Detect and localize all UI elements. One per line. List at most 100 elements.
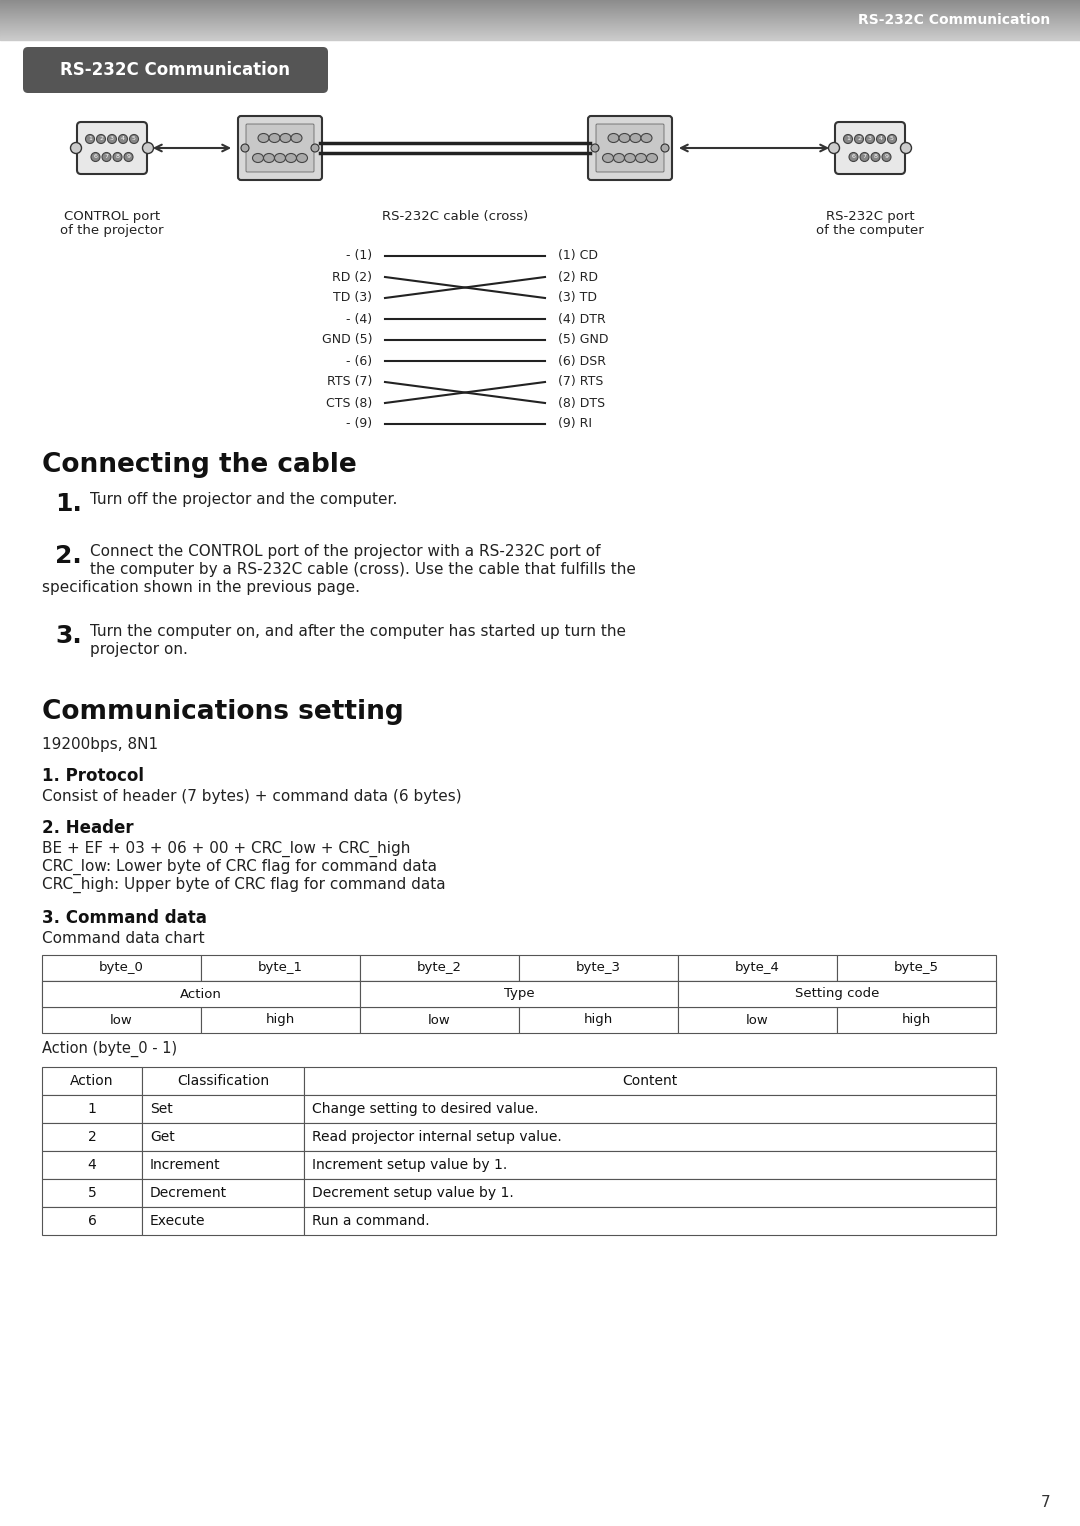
Ellipse shape [297,154,308,162]
Circle shape [882,153,891,162]
Bar [837,981,996,1007]
Text: Turn the computer on, and after the computer has started up turn the: Turn the computer on, and after the comp… [90,624,626,639]
FancyBboxPatch shape [246,124,314,172]
Text: Turn off the projector and the computer.: Turn off the projector and the computer. [90,491,397,507]
Text: byte_1: byte_1 [258,961,303,975]
Text: (2) RD: (2) RD [558,270,598,284]
Circle shape [888,134,896,143]
Text: RS-232C port: RS-232C port [826,211,915,223]
Text: of the projector: of the projector [60,224,164,237]
Ellipse shape [274,154,285,162]
Text: the computer by a RS-232C cable (cross). Use the cable that fulfills the: the computer by a RS-232C cable (cross).… [90,562,636,577]
Ellipse shape [285,154,297,162]
Text: (7) RTS: (7) RTS [558,375,604,389]
Circle shape [591,143,599,153]
Text: RS-232C Communication: RS-232C Communication [60,61,291,79]
Text: 5: 5 [132,136,136,142]
Text: Command data chart: Command data chart [42,931,204,946]
Text: (4) DTR: (4) DTR [558,313,606,325]
Circle shape [124,153,133,162]
Text: high: high [266,1013,295,1027]
Text: 1: 1 [846,136,850,142]
Bar [360,955,519,981]
Bar [42,981,360,1007]
Bar [303,1096,996,1123]
Text: 1: 1 [87,1102,96,1116]
Ellipse shape [269,133,280,142]
Ellipse shape [608,133,619,142]
Text: 7: 7 [105,154,108,160]
Text: 4: 4 [87,1158,96,1172]
FancyBboxPatch shape [596,124,664,172]
Text: high: high [902,1013,931,1027]
Text: Connect the CONTROL port of the projector with a RS-232C port of: Connect the CONTROL port of the projecto… [90,543,600,559]
Bar [360,981,519,1007]
FancyBboxPatch shape [23,47,328,93]
Ellipse shape [619,133,630,142]
Text: byte_3: byte_3 [576,961,621,975]
Ellipse shape [253,154,264,162]
Circle shape [108,134,117,143]
Text: Decrement: Decrement [150,1186,227,1199]
Text: 4: 4 [121,136,125,142]
Ellipse shape [630,133,642,142]
Text: - (4): - (4) [346,313,372,325]
Text: Run a command.: Run a command. [312,1215,430,1228]
Text: Classification: Classification [177,1074,269,1088]
Bar [141,1207,303,1235]
Bar [678,981,837,1007]
Circle shape [877,134,886,143]
Bar [201,955,360,981]
Text: Read projector internal setup value.: Read projector internal setup value. [312,1129,562,1144]
Text: 2.: 2. [55,543,82,568]
Text: Communications setting: Communications setting [42,699,404,725]
Ellipse shape [603,154,613,162]
Text: 5: 5 [890,136,894,142]
Circle shape [143,142,153,154]
Bar [141,1180,303,1207]
Text: Connecting the cable: Connecting the cable [42,452,356,478]
Text: - (1): - (1) [346,249,372,262]
Bar [42,955,201,981]
Circle shape [865,134,875,143]
Text: byte_4: byte_4 [735,961,780,975]
Text: 6: 6 [94,154,97,160]
Bar [42,1067,141,1096]
Bar [360,981,678,1007]
Circle shape [901,142,912,154]
Bar [519,981,678,1007]
Text: low: low [746,1013,769,1027]
Circle shape [113,153,122,162]
Text: Get: Get [150,1129,175,1144]
Text: Action: Action [70,1074,113,1088]
Text: (9) RI: (9) RI [558,418,592,430]
Text: Change setting to desired value.: Change setting to desired value. [312,1102,539,1116]
Circle shape [119,134,127,143]
Circle shape [85,134,95,143]
Text: 1.: 1. [55,491,82,516]
Ellipse shape [647,154,658,162]
Bar [42,1180,141,1207]
Circle shape [102,153,111,162]
Bar [42,981,201,1007]
Circle shape [130,134,138,143]
Text: Execute: Execute [150,1215,205,1228]
Bar [303,1151,996,1180]
Bar [141,1067,303,1096]
Ellipse shape [291,133,302,142]
Text: RS-232C Communication: RS-232C Communication [858,14,1050,27]
Text: low: low [110,1013,133,1027]
Text: projector on.: projector on. [90,642,188,658]
Bar [201,981,360,1007]
Bar [837,955,996,981]
Ellipse shape [613,154,624,162]
Text: CONTROL port: CONTROL port [64,211,160,223]
Text: specification shown in the previous page.: specification shown in the previous page… [42,580,360,595]
Text: 9: 9 [126,154,131,160]
Ellipse shape [642,133,652,142]
Text: Set: Set [150,1102,173,1116]
Text: 19200bps, 8N1: 19200bps, 8N1 [42,737,158,752]
Bar [837,1007,996,1033]
Text: GND (5): GND (5) [322,334,372,346]
Ellipse shape [635,154,647,162]
